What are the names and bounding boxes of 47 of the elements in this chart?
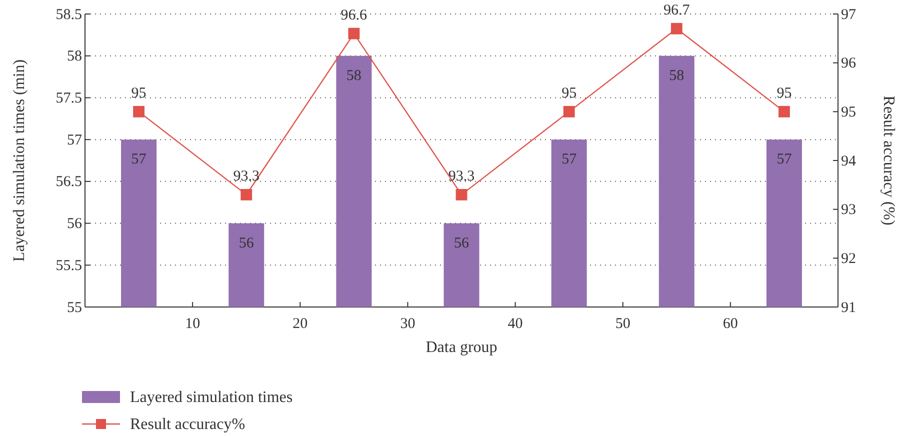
data-label: 58 bbox=[669, 68, 684, 84]
point bbox=[456, 188, 468, 200]
y-tick-label: 56.5 bbox=[56, 174, 82, 190]
y2-tick-label: 91 bbox=[841, 300, 856, 316]
point bbox=[348, 28, 360, 40]
y-axis-title: Layered simulation times (min) bbox=[11, 59, 28, 262]
point bbox=[240, 188, 252, 200]
data-label: 56 bbox=[454, 235, 470, 252]
y2-tick-label: 94 bbox=[841, 153, 856, 170]
data-label: 58 bbox=[346, 68, 362, 84]
y-tick-label: 55.5 bbox=[56, 258, 82, 274]
y2-tick-label: 97 bbox=[841, 6, 856, 23]
y-tick-label: 57.5 bbox=[56, 90, 82, 107]
data-label: 56 bbox=[238, 235, 254, 252]
data-label: 57 bbox=[131, 152, 147, 168]
point bbox=[670, 22, 682, 34]
data-label: 95 bbox=[562, 86, 577, 102]
point bbox=[563, 106, 575, 118]
x-tick-label: 10 bbox=[185, 316, 200, 332]
data-label: 95 bbox=[776, 86, 792, 102]
y-tick-label: 58 bbox=[67, 48, 82, 65]
y2-tick-label: 92 bbox=[841, 250, 856, 267]
x-axis-title: Data group bbox=[426, 339, 498, 356]
y2-tick-label: 96 bbox=[841, 56, 856, 72]
y-tick-label: 56 bbox=[67, 216, 82, 232]
x-tick-label: 30 bbox=[400, 316, 416, 332]
data-label: 57 bbox=[776, 152, 792, 168]
point bbox=[133, 106, 144, 118]
x-tick-label: 50 bbox=[615, 316, 630, 332]
data-label: 96.7 bbox=[664, 2, 690, 19]
x-tick-label: 60 bbox=[722, 316, 738, 332]
y-tick-label: 55 bbox=[67, 300, 82, 316]
y-tick-label: 58.5 bbox=[56, 6, 82, 23]
y2-tick-label: 95 bbox=[841, 104, 856, 120]
data-label: 93.3 bbox=[233, 168, 260, 185]
x-tick-label: 40 bbox=[508, 316, 523, 332]
data-label: 95 bbox=[131, 86, 146, 102]
x-tick-label: 20 bbox=[292, 316, 308, 332]
legend-label: Result accuracy% bbox=[130, 416, 246, 433]
point bbox=[778, 106, 790, 118]
y2-axis-title: Result accuracy (%) bbox=[880, 96, 897, 226]
y-tick-label: 57 bbox=[67, 132, 82, 148]
y2-tick-label: 93 bbox=[841, 202, 856, 218]
data-label: 57 bbox=[562, 152, 578, 168]
data-label: 96.6 bbox=[340, 8, 368, 24]
legend-label: Layered simulation times bbox=[130, 389, 293, 406]
data-label: 93.3 bbox=[448, 168, 475, 185]
